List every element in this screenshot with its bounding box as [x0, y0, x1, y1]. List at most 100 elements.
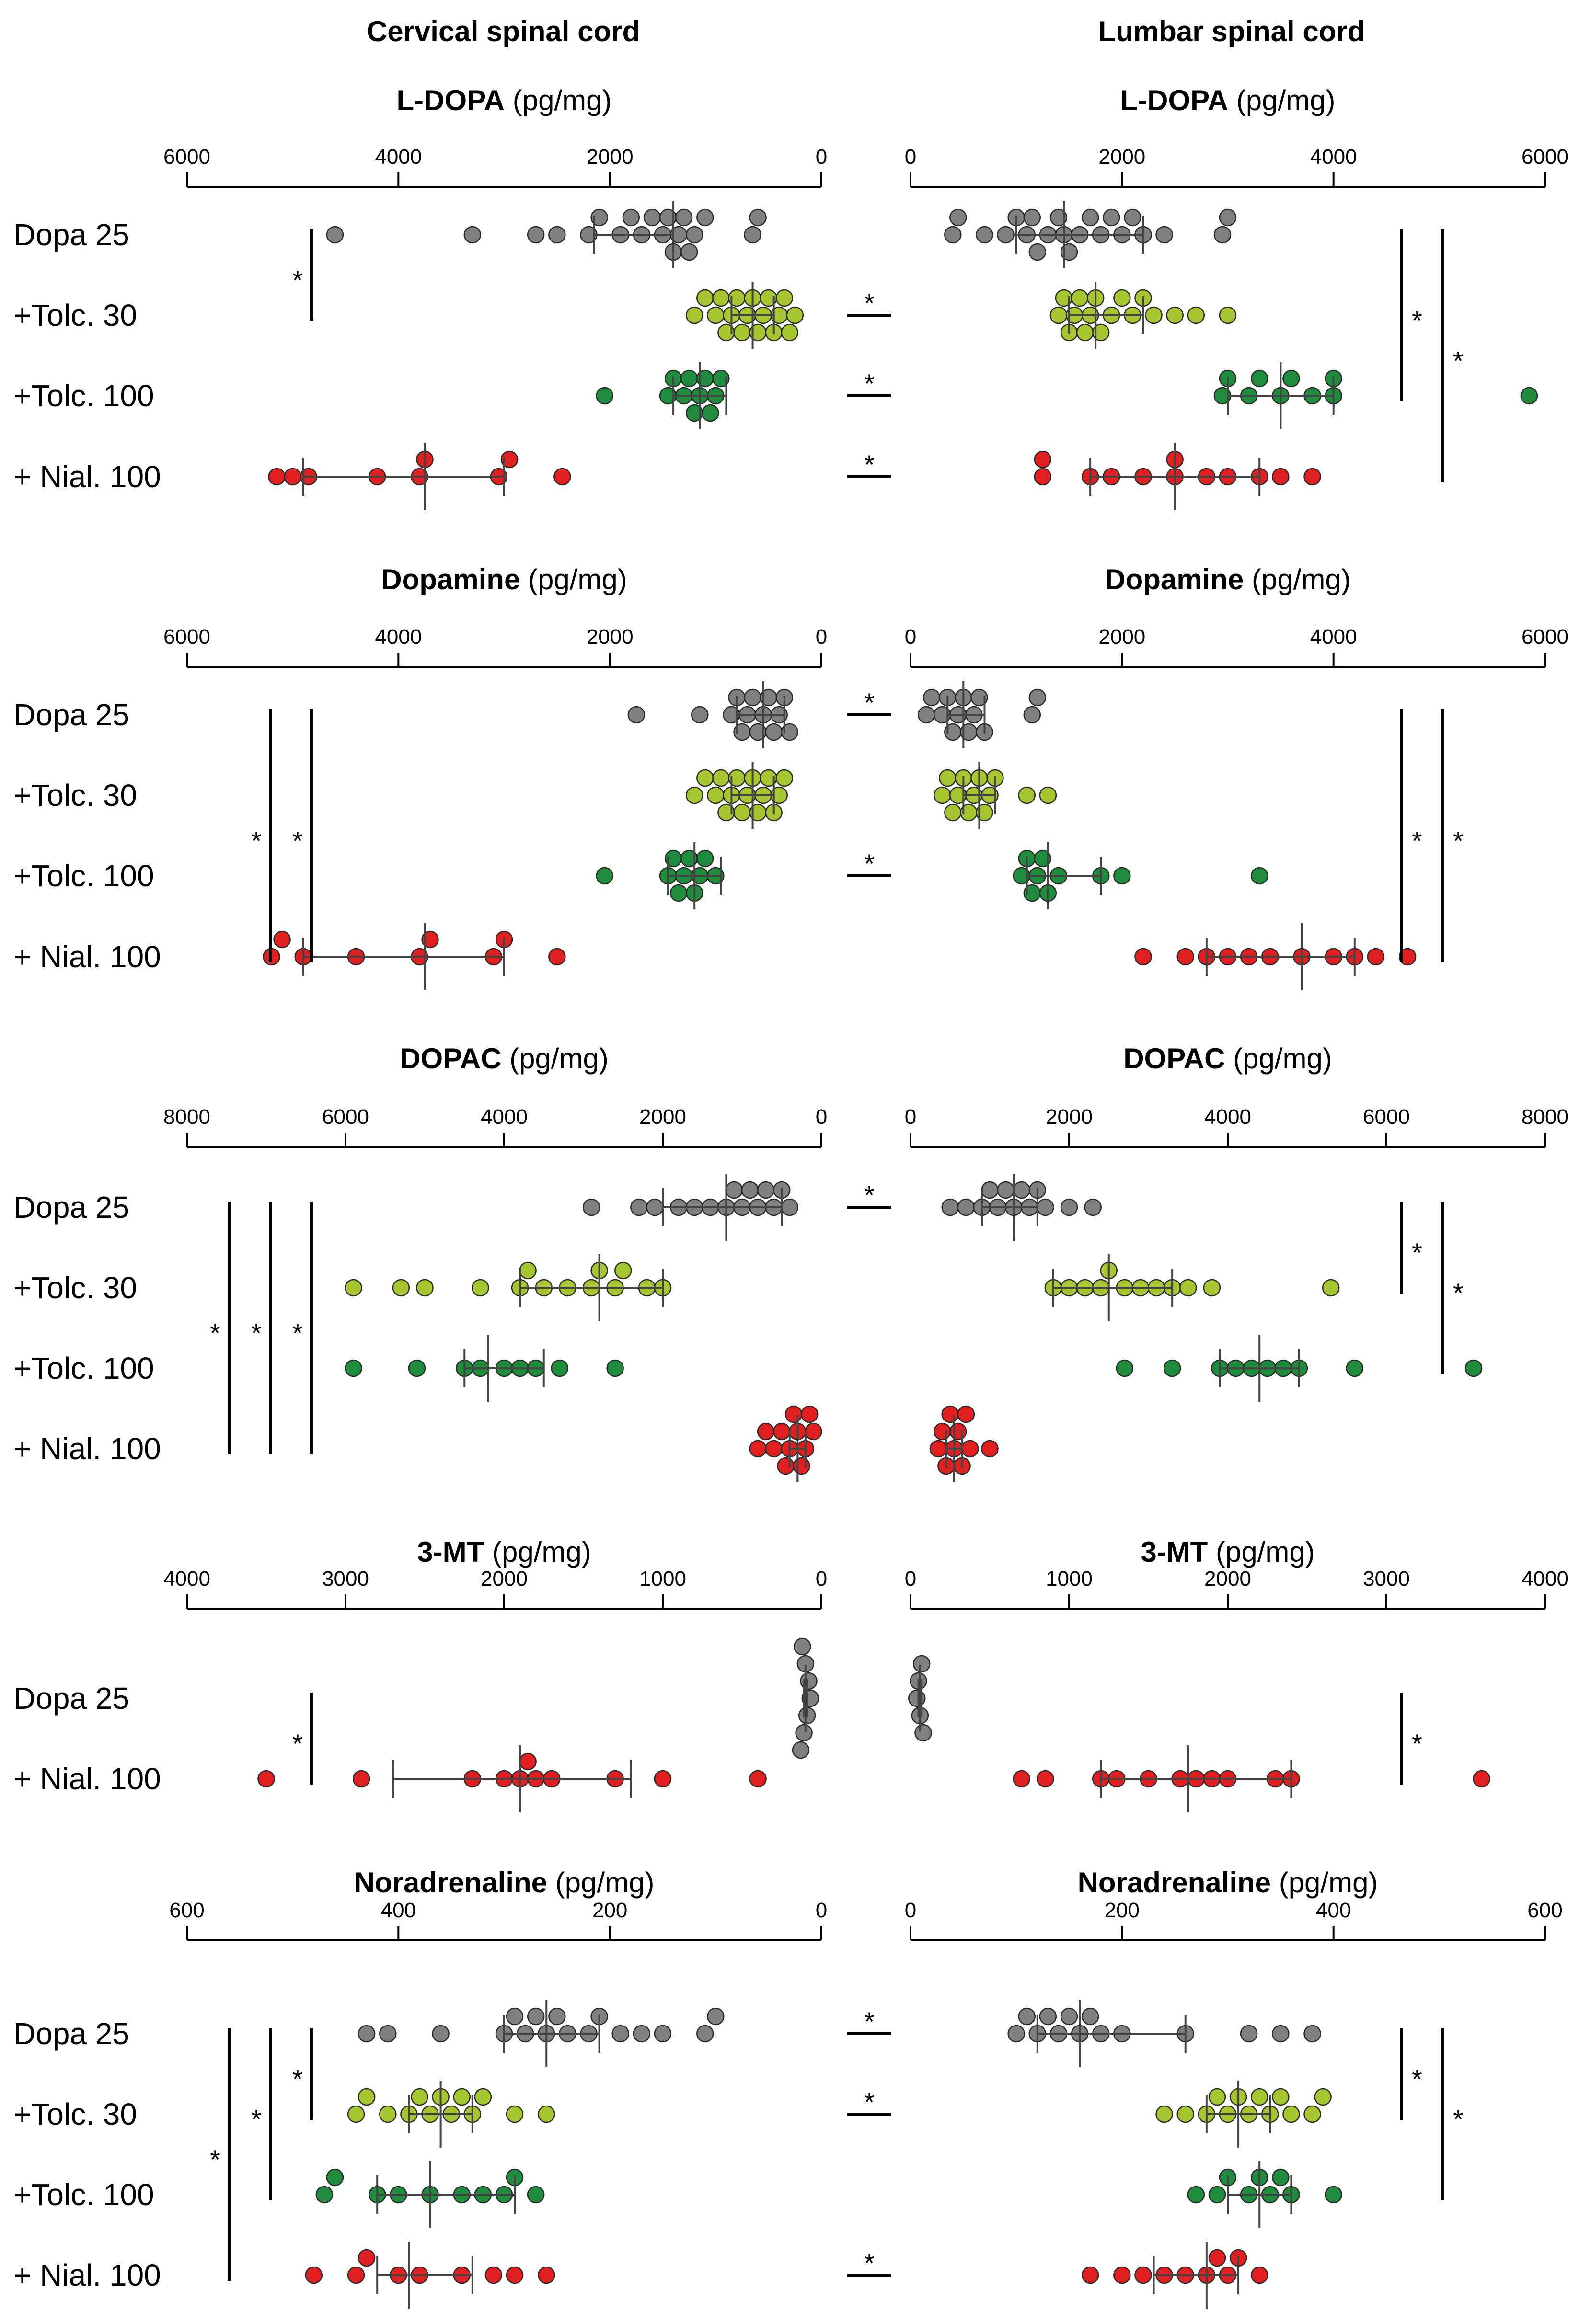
- data-point: [781, 723, 799, 741]
- data-point: [685, 786, 703, 804]
- comparison-marker-star: *: [864, 2006, 875, 2037]
- data-point: [1367, 948, 1385, 966]
- data-point: [590, 208, 608, 227]
- group-label: +Tolc. 30: [13, 298, 137, 332]
- chart-title-unit: (pg/mg): [1208, 1536, 1314, 1568]
- data-point: [1203, 1279, 1221, 1297]
- data-point: [917, 706, 935, 724]
- x-tick-label: 6000: [322, 1105, 369, 1129]
- data-point: [777, 1457, 795, 1475]
- data-point: [646, 1198, 664, 1216]
- data-point: [1325, 2186, 1342, 2204]
- comparison-marker: *: [847, 2006, 891, 2037]
- sig-bracket: *: [292, 2028, 313, 2120]
- data-point: [1023, 706, 1041, 724]
- data-point: [981, 1181, 999, 1199]
- sig-star: *: [292, 2064, 303, 2094]
- data-point: [611, 2025, 629, 2043]
- chart-title-name: Dopamine: [1105, 563, 1244, 595]
- data-point: [463, 226, 482, 244]
- series-tolc-100: [1187, 2161, 1342, 2228]
- data-point: [712, 369, 730, 388]
- sig-star: *: [1453, 346, 1464, 376]
- data-point: [257, 1770, 275, 1788]
- data-point: [1464, 1359, 1483, 1377]
- data-point: [408, 1359, 426, 1377]
- data-point: [1034, 849, 1052, 868]
- chart-title: DOPAC (pg/mg): [1123, 1042, 1332, 1075]
- chart-title-unit: (pg/mg): [501, 1042, 608, 1075]
- data-point: [944, 803, 962, 822]
- data-point: [379, 2105, 397, 2123]
- data-point: [691, 706, 709, 724]
- data-point: [795, 1724, 813, 1742]
- data-point: [1060, 243, 1078, 261]
- data-point: [775, 289, 794, 307]
- series-tolc-100: +Tolc. 100: [13, 2161, 545, 2228]
- data-point: [949, 208, 967, 227]
- x-tick-label: 2000: [639, 1105, 686, 1129]
- data-point: [1240, 2025, 1258, 2043]
- data-point: [1520, 387, 1538, 405]
- data-point: [707, 786, 725, 804]
- sig-star: *: [1412, 1729, 1422, 1759]
- data-point: [1398, 948, 1417, 966]
- group-label: +Tolc. 100: [13, 859, 154, 893]
- comparison-marker: *: [847, 368, 891, 399]
- group-label: Dopa 25: [13, 698, 129, 732]
- data-point: [453, 2088, 471, 2106]
- data-point: [744, 688, 761, 707]
- sig-bracket: *: [292, 709, 313, 962]
- data-point: [519, 1752, 537, 1771]
- chart-lumbar-l-dopa: L-DOPA (pg/mg) 0 2000 4000 6000 * *: [905, 84, 1568, 510]
- data-point: [1081, 208, 1099, 227]
- data-point: [1219, 208, 1237, 227]
- sig-star: *: [292, 1729, 303, 1759]
- sig-bracket: *: [1400, 1693, 1422, 1785]
- x-tick-label: 6000: [1522, 145, 1568, 169]
- data-point: [1187, 306, 1205, 324]
- data-point: [1103, 208, 1120, 227]
- series-tolc-100: +Tolc. 100: [13, 362, 730, 429]
- data-point: [284, 468, 301, 486]
- series-nial-100: + Nial. 100: [13, 2242, 555, 2309]
- data-point: [786, 306, 804, 324]
- x-tick-label: 4000: [1310, 625, 1357, 649]
- data-point: [1272, 2088, 1290, 2106]
- data-point: [326, 226, 344, 244]
- data-point: [933, 786, 951, 804]
- x-tick-label: 0: [905, 1899, 916, 1922]
- data-point: [345, 1279, 362, 1297]
- x-tick-label: 1000: [1046, 1567, 1093, 1591]
- data-point: [749, 1440, 767, 1458]
- data-point: [268, 468, 286, 486]
- data-point: [912, 1655, 931, 1673]
- data-point: [941, 1405, 959, 1423]
- chart-title-name: Noradrenaline: [354, 1866, 547, 1899]
- series-nial-100: + Nial. 100: [13, 1405, 822, 1482]
- data-point: [997, 226, 1015, 244]
- series-nial-100: [1034, 443, 1321, 510]
- data-point: [1176, 2105, 1194, 2123]
- group-label: + Nial. 100: [13, 939, 161, 974]
- series-tolc-30: +Tolc. 30: [13, 1254, 672, 1321]
- series-tolc-30: [1155, 2081, 1332, 2148]
- chart-lumbar-dopac: DOPAC (pg/mg) 0 2000 4000 6000 8000 * *: [905, 1042, 1568, 1482]
- data-point: [1250, 867, 1268, 885]
- sig-star: *: [1412, 305, 1422, 335]
- data-point: [800, 1405, 819, 1423]
- data-point: [527, 2186, 545, 2204]
- group-label: +Tolc. 100: [13, 378, 154, 413]
- data-point: [1084, 1198, 1102, 1216]
- data-point: [1346, 1359, 1364, 1377]
- data-point: [1272, 2025, 1290, 2043]
- data-point: [630, 1198, 648, 1216]
- group-label: + Nial. 100: [13, 1762, 161, 1796]
- data-point: [548, 226, 566, 244]
- sig-star: *: [1412, 826, 1422, 856]
- sig-star: *: [292, 265, 303, 295]
- group-label: + Nial. 100: [13, 459, 161, 494]
- data-point: [741, 1181, 759, 1199]
- data-point: [1163, 1359, 1181, 1377]
